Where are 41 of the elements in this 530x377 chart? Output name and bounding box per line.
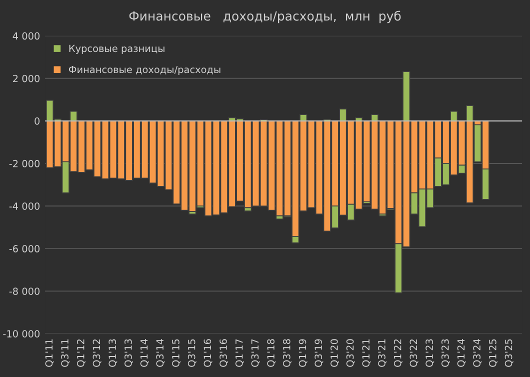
legend-label: Финансовые доходы/расходы	[68, 66, 220, 76]
y-tick-label: 4 000	[12, 32, 40, 40]
x-tick-label: Q1'25	[488, 339, 498, 367]
x-tick-label: Q3'14	[156, 339, 165, 367]
x-tick-label: Q3'21	[378, 339, 387, 367]
x-tick-label: Q1'18	[267, 339, 276, 367]
y-tick-label: 0	[34, 117, 40, 125]
x-tick-label: Q3'13	[124, 339, 133, 367]
x-tick-label: Q3'15	[188, 339, 196, 367]
x-tick-label: Q1'13	[108, 339, 118, 367]
x-tick-label: Q1'19	[298, 339, 308, 367]
y-tick-label: -10 000	[3, 330, 40, 338]
x-tick-label: Q3'18	[282, 339, 292, 367]
x-tick-label: Q1'14	[140, 339, 149, 367]
x-tick-label: Q1'20	[330, 339, 339, 367]
x-tick-label: Q3'22	[410, 339, 418, 367]
y-tick-label: -4 000	[9, 202, 40, 210]
y-tick-label: -8 000	[9, 288, 40, 295]
x-tick-label: Q3'16	[220, 339, 228, 367]
chart-title: Финансовые доходы/расходы, млн руб	[129, 10, 401, 24]
x-tick-label: Q3'20	[346, 339, 355, 367]
x-tick-label: Q3'19	[314, 339, 324, 367]
x-tick-label: Q1'16	[204, 339, 212, 367]
x-tick-label: Q3'24	[473, 339, 482, 367]
x-tick-label: Q1'23	[426, 339, 434, 367]
x-tick-label: Q1'21	[362, 339, 371, 367]
x-tick-label: Q3'12	[92, 339, 102, 367]
x-tick-label: Q3'17	[251, 339, 260, 367]
x-tick-label: Q1'11	[45, 339, 54, 367]
x-tick-label: Q1'24	[457, 339, 466, 367]
x-tick-label: Q3'25	[504, 339, 514, 367]
x-tick-label: Q1'22	[394, 339, 402, 367]
y-tick-label: 2 000	[13, 74, 40, 82]
x-tick-label: Q3'23	[441, 339, 450, 367]
x-tick-label: Q1'15	[172, 339, 181, 367]
y-tick-label: -6 000	[9, 245, 40, 252]
y-tick-label: -2 000	[9, 160, 40, 168]
x-tick-label: Q1'17	[235, 339, 244, 367]
legend-label: Курсовые разницы	[69, 44, 164, 54]
x-tick-label: Q3'11	[61, 339, 70, 367]
x-tick-label: Q1'12	[76, 339, 86, 367]
